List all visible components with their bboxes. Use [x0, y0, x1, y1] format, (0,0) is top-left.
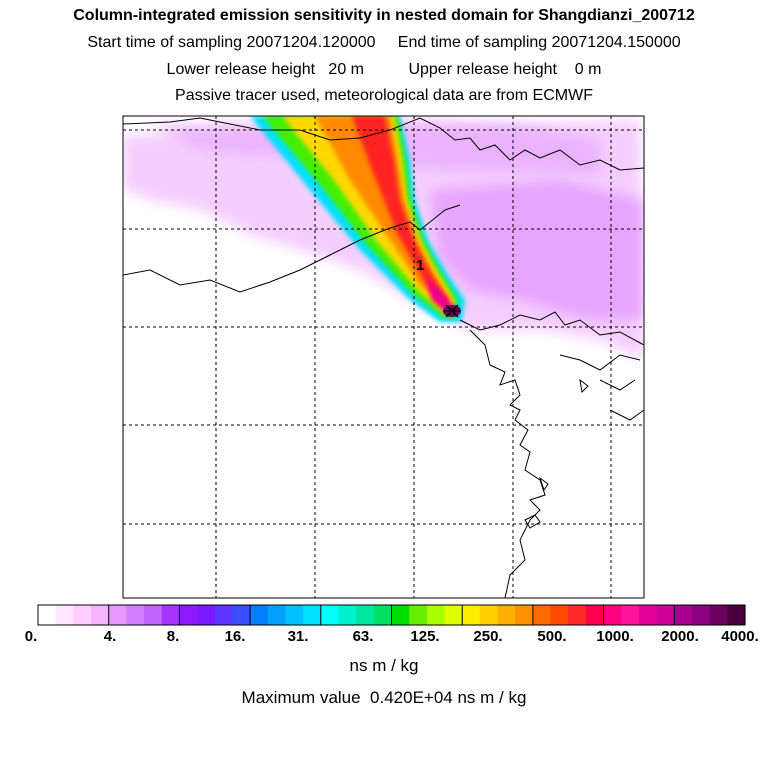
colorbar-tick-label: 16. [224, 628, 246, 645]
colorbar-tick-label: 31. [287, 628, 309, 645]
colorbar-swatch [108, 605, 127, 625]
coastline-north [123, 117, 644, 171]
colorbar-swatch [656, 605, 675, 625]
colorbar-frame [37, 604, 746, 626]
colorbar-tick-label: 4. [103, 628, 117, 645]
colorbar-swatch [532, 605, 552, 625]
border-south [459, 311, 644, 346]
colorbar-swatch [515, 605, 534, 625]
colorbar-swatch [285, 605, 304, 625]
plume-red [352, 116, 447, 309]
colorbar-tick-label: 63. [352, 628, 374, 645]
islands [524, 378, 589, 529]
colorbar-swatch [391, 605, 410, 625]
colorbar-swatch [585, 605, 605, 625]
coastlines-borders [123, 117, 644, 598]
colorbar-swatch [638, 605, 658, 625]
colorbar-swatch [126, 605, 145, 625]
emission-sensitivity-field [123, 116, 644, 360]
colorbar-swatch [55, 605, 74, 625]
colorbar-swatch [91, 605, 110, 625]
colorbar-swatch [161, 605, 181, 625]
colorbar-tick-label: 1000. [596, 628, 634, 645]
colorbar-swatch [179, 605, 198, 625]
colorbar [37, 604, 746, 626]
colorbar-swatch [250, 605, 269, 625]
colorbar-swatch [338, 605, 357, 625]
colorbar-swatch [232, 605, 251, 625]
colorbar-units: ns m / kg [349, 656, 419, 675]
colorbar-swatch [214, 605, 234, 625]
colorbar-swatch [568, 605, 587, 625]
colorbar-swatch [550, 605, 569, 625]
colorbar-swatch [409, 605, 428, 625]
colorbar-tick-label: 4000. [721, 628, 759, 645]
colorbar-tick-label: 250. [473, 628, 503, 645]
colorbar-swatch [727, 605, 746, 625]
maximum-value-text: Maximum value 0.420E+04 ns m / kg [241, 688, 527, 707]
release-site-marker [444, 304, 460, 318]
release-height-line: Lower release height 20 m Upper release … [166, 61, 602, 78]
coast-bay [559, 354, 644, 421]
colorbar-swatch [356, 605, 375, 625]
colorbar-swatch [497, 605, 516, 625]
colorbar-swatch [462, 605, 481, 625]
colorbar-swatch [426, 605, 446, 625]
map-frame [122, 115, 645, 599]
tracer-info-line: Passive tracer used, meteorological data… [175, 87, 593, 104]
lat-lon-grid [123, 116, 644, 598]
colorbar-swatch [373, 605, 393, 625]
colorbar-tick-label: 2000. [661, 628, 699, 645]
colorbar-swatch [197, 605, 216, 625]
colorbar-swatch [603, 605, 622, 625]
colorbar-swatch [479, 605, 499, 625]
colorbar-swatch [144, 605, 163, 625]
colorbar-tick-label: 0. [24, 628, 38, 645]
colorbar-swatch [621, 605, 640, 625]
border-mid [123, 204, 461, 293]
colorbar-swatch [267, 605, 287, 625]
colorbar-tick-label: 125. [410, 628, 440, 645]
colorbar-swatch [38, 605, 57, 625]
colorbar-swatch [691, 605, 711, 625]
colorbar-tick-label: 8. [166, 628, 180, 645]
colorbar-swatch [320, 605, 340, 625]
plume-annotation-label: 1 [416, 257, 424, 274]
haze-east [430, 180, 644, 320]
colorbar-swatch [73, 605, 92, 625]
coastline-east [469, 329, 546, 598]
colorbar-tick-label: 500. [537, 628, 567, 645]
colorbar-swatch [444, 605, 463, 625]
colorbar-swatch [674, 605, 693, 625]
colorbar-swatch [709, 605, 728, 625]
sampling-time-line: Start time of sampling 20071204.120000 E… [87, 34, 681, 51]
colorbar-swatch [303, 605, 322, 625]
chart-title: Column-integrated emission sensitivity i… [73, 7, 695, 24]
